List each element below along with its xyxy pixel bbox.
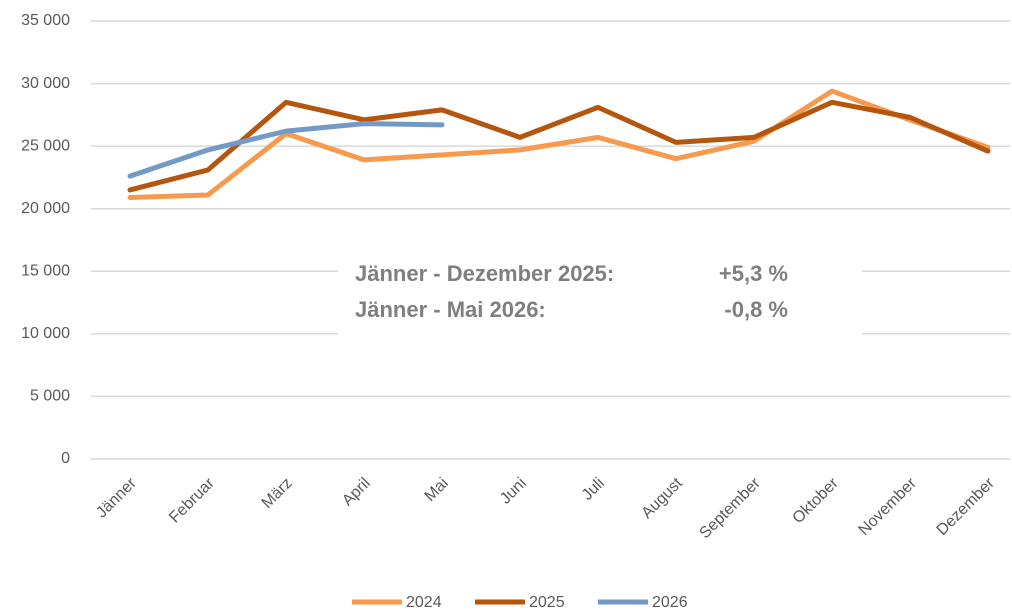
legend-label: 2025 — [529, 594, 565, 611]
y-tick-label: 0 — [61, 450, 70, 467]
x-tick-label: August — [639, 474, 687, 522]
x-tick-label: Jänner — [93, 474, 140, 521]
annotation-value: +5,3 % — [719, 261, 788, 286]
x-tick-label: Juni — [497, 475, 530, 508]
annotation-box — [338, 250, 862, 350]
y-tick-label: 20 000 — [21, 200, 70, 217]
x-tick-label: Oktober — [790, 474, 843, 527]
annotation-label: Jänner - Mai 2026: — [355, 297, 546, 322]
y-tick-label: 35 000 — [21, 12, 70, 29]
x-tick-label: April — [339, 475, 374, 510]
annotation-value: -0,8 % — [724, 297, 788, 322]
y-tick-label: 5 000 — [30, 388, 70, 405]
x-tick-label: Mai — [422, 475, 452, 505]
y-tick-label: 15 000 — [21, 263, 70, 280]
annotation-label: Jänner - Dezember 2025: — [355, 261, 614, 286]
x-tick-label: Februar — [166, 474, 218, 526]
x-tick-label: Dezember — [934, 474, 999, 539]
series-line — [127, 121, 445, 179]
x-tick-label: Juli — [579, 475, 608, 504]
series-line — [127, 99, 991, 193]
y-tick-label: 25 000 — [21, 137, 70, 154]
x-tick-label: März — [259, 475, 296, 512]
x-tick-label: September — [696, 474, 764, 542]
legend-label: 2024 — [406, 594, 442, 611]
y-tick-label: 10 000 — [21, 325, 70, 342]
series-line — [127, 88, 991, 200]
legend-label: 2026 — [652, 594, 688, 611]
y-tick-label: 30 000 — [21, 75, 70, 92]
x-tick-label: November — [856, 474, 921, 539]
